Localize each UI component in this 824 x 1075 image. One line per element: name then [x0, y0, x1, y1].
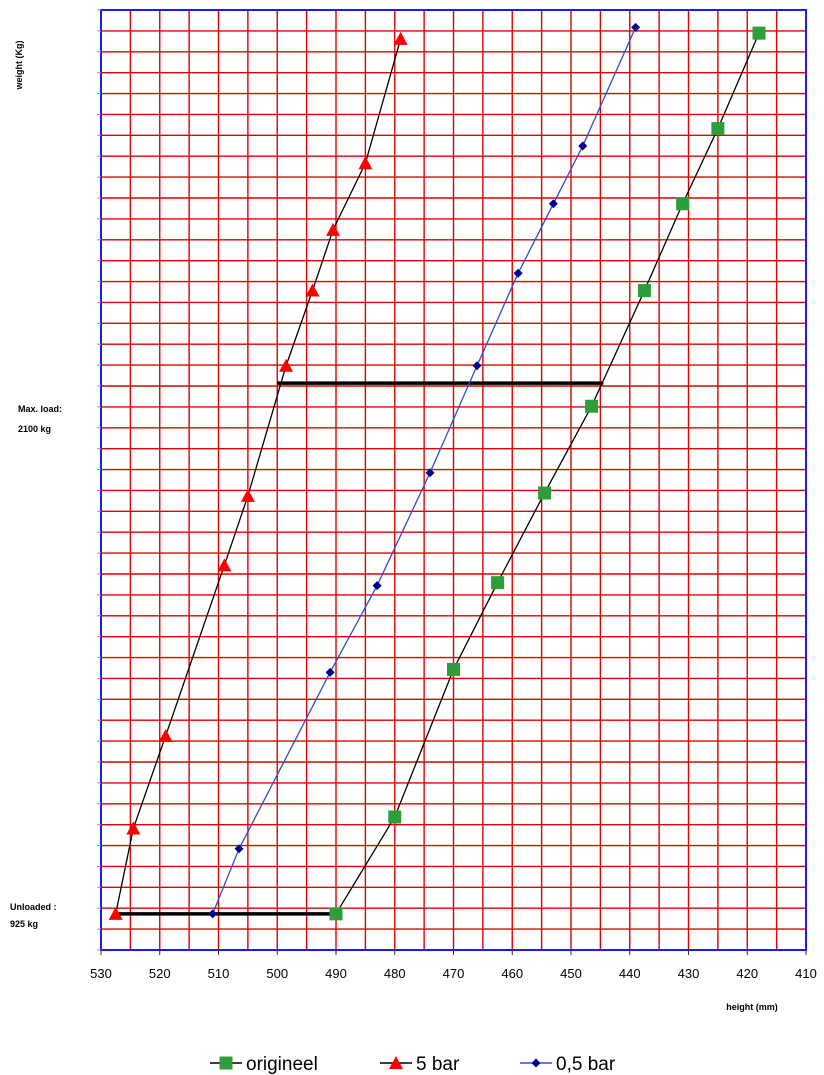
series-markers	[108, 22, 766, 921]
data-point	[305, 283, 320, 297]
reference-lines	[115, 381, 604, 916]
data-point	[711, 122, 725, 136]
data-point	[548, 199, 558, 209]
data-point	[513, 268, 523, 278]
y-axis-label: weight (Kg)	[14, 41, 24, 91]
data-point	[329, 907, 343, 921]
x-tick-label: 480	[384, 966, 406, 981]
data-point	[393, 31, 408, 45]
data-point	[578, 141, 588, 151]
data-point	[637, 284, 651, 298]
x-tick-label: 520	[149, 966, 171, 981]
data-point	[676, 197, 690, 211]
legend-marker	[219, 1056, 233, 1070]
legend-entry-label: origineel	[246, 1054, 318, 1075]
data-point	[585, 399, 599, 413]
data-point	[425, 468, 435, 478]
data-point	[158, 728, 173, 742]
unloaded-label-line2: 925 kg	[10, 919, 38, 929]
legend-entry-label: 0,5 bar	[556, 1054, 616, 1075]
x-tick-label: 430	[678, 966, 700, 981]
x-tick-label: 470	[443, 966, 465, 981]
data-point	[208, 909, 218, 919]
data-point	[234, 844, 244, 854]
x-tick-label: 500	[266, 966, 288, 981]
data-point	[752, 26, 766, 40]
data-point	[472, 361, 482, 371]
data-point	[126, 821, 141, 835]
x-tick-label: 410	[795, 966, 817, 981]
legend: origineel 5 bar 0,5 bar	[210, 1054, 616, 1075]
legend-marker	[389, 1056, 403, 1069]
data-point	[217, 558, 232, 572]
grid	[101, 10, 806, 950]
data-point	[325, 667, 335, 677]
data-point	[108, 906, 123, 920]
reference-labels: Unloaded : 925 kg Max. load: 2100 kg	[10, 404, 62, 929]
series-line-2	[212, 27, 637, 915]
data-point	[358, 156, 373, 170]
legend-marker	[531, 1058, 541, 1068]
x-tick-label: 420	[736, 966, 758, 981]
x-axis-tick-labels: 530 520 510 500 490 480 470 460 450 440 430 420 410	[90, 950, 817, 981]
data-point	[491, 576, 505, 590]
data-point	[538, 486, 552, 500]
data-point	[372, 581, 382, 591]
series-line-0	[335, 32, 760, 915]
data-point	[631, 22, 641, 32]
max-load-label-line2: 2100 kg	[18, 424, 51, 434]
unloaded-label-line1: Unloaded :	[10, 902, 57, 912]
data-point	[447, 662, 460, 676]
y-axis-ticks	[97, 9, 101, 951]
data-point	[326, 222, 341, 236]
x-tick-label: 440	[619, 966, 641, 981]
x-tick-label: 490	[325, 966, 347, 981]
data-point	[388, 810, 402, 824]
x-tick-label: 510	[208, 966, 230, 981]
series-lines	[115, 27, 760, 915]
x-tick-label: 460	[501, 966, 523, 981]
x-axis-label: height (mm)	[726, 1002, 778, 1012]
data-point	[279, 358, 294, 372]
data-point	[240, 488, 255, 502]
max-load-label-line1: Max. load:	[18, 404, 62, 414]
series-line-1	[115, 38, 402, 914]
x-tick-label: 450	[560, 966, 582, 981]
x-tick-label: 530	[90, 966, 112, 981]
legend-entry-label: 5 bar	[416, 1054, 460, 1075]
